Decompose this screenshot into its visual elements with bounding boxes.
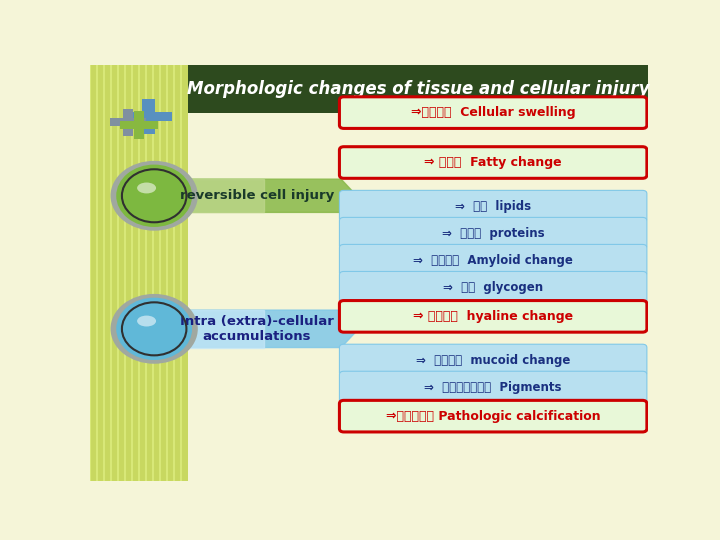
Text: ⇒  淠粉样变  Amyloid change: ⇒ 淠粉样变 Amyloid change <box>413 254 573 267</box>
Ellipse shape <box>116 298 192 360</box>
FancyBboxPatch shape <box>134 111 144 139</box>
Text: ⇒病理性馒化 Pathologic calcification: ⇒病理性馒化 Pathologic calcification <box>386 410 600 423</box>
Text: reversible cell injury: reversible cell injury <box>179 190 334 202</box>
FancyBboxPatch shape <box>120 122 158 129</box>
Polygon shape <box>188 310 359 348</box>
FancyBboxPatch shape <box>339 218 647 249</box>
Text: ⇒  糖原  glycogen: ⇒ 糖原 glycogen <box>443 281 543 294</box>
Polygon shape <box>188 179 356 212</box>
Text: ⇒  脂质  lipids: ⇒ 脂质 lipids <box>455 200 531 213</box>
Text: ⇒ 玻璃样变  hyaline change: ⇒ 玻璃样变 hyaline change <box>413 310 573 323</box>
FancyBboxPatch shape <box>339 344 647 376</box>
Polygon shape <box>188 310 264 348</box>
FancyBboxPatch shape <box>110 118 146 126</box>
FancyBboxPatch shape <box>339 272 647 303</box>
FancyBboxPatch shape <box>188 65 648 113</box>
FancyBboxPatch shape <box>123 109 133 136</box>
FancyBboxPatch shape <box>339 301 647 332</box>
Ellipse shape <box>111 161 198 231</box>
Text: ⇒  黏液样变  mucoid change: ⇒ 黏液样变 mucoid change <box>416 354 570 367</box>
Text: ⇒细胞水肿  Cellular swelling: ⇒细胞水肿 Cellular swelling <box>411 106 575 119</box>
Ellipse shape <box>137 183 156 193</box>
Text: ⇒  蛋白质  proteins: ⇒ 蛋白质 proteins <box>442 227 544 240</box>
FancyBboxPatch shape <box>90 65 188 481</box>
Text: Intra (extra)-cellular
accumulations: Intra (extra)-cellular accumulations <box>180 315 333 343</box>
FancyBboxPatch shape <box>339 371 647 403</box>
FancyBboxPatch shape <box>143 99 155 134</box>
FancyBboxPatch shape <box>125 112 172 122</box>
Polygon shape <box>188 179 264 212</box>
FancyBboxPatch shape <box>339 97 647 129</box>
FancyBboxPatch shape <box>339 245 647 276</box>
Ellipse shape <box>116 165 192 227</box>
FancyBboxPatch shape <box>339 147 647 178</box>
Text: Morphologic changes of tissue and cellular injury: Morphologic changes of tissue and cellul… <box>186 80 649 98</box>
Text: ⇒  病理性色素沉着  Pigments: ⇒ 病理性色素沉着 Pigments <box>424 381 562 394</box>
Ellipse shape <box>111 294 198 364</box>
Ellipse shape <box>137 315 156 327</box>
Text: ⇒ 脂肪变  Fatty change: ⇒ 脂肪变 Fatty change <box>424 156 562 169</box>
FancyBboxPatch shape <box>339 400 647 432</box>
FancyBboxPatch shape <box>339 191 647 222</box>
